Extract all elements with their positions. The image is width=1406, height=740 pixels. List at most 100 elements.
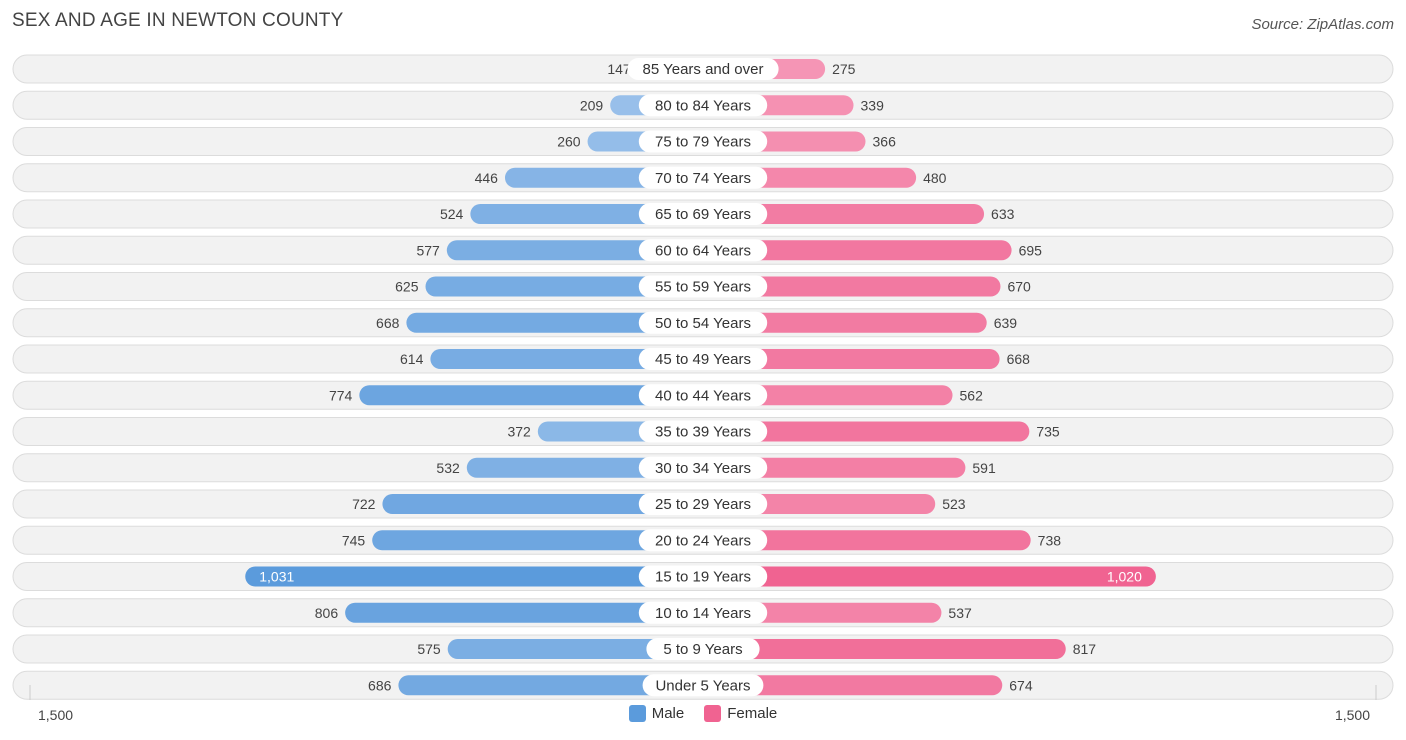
category-label: 70 to 74 Years: [655, 170, 751, 187]
male-value-label: 147: [607, 61, 631, 77]
male-bar: [345, 602, 703, 623]
male-value-label: 209: [580, 97, 604, 113]
female-bar: [703, 675, 1003, 696]
female-swatch: [704, 705, 722, 722]
category-pill: [638, 239, 768, 262]
male-bar: [406, 312, 703, 333]
female-value-label: 275: [832, 61, 856, 77]
male-bar: [447, 639, 703, 659]
female-value-label: 735: [1036, 424, 1060, 440]
male-value-label: 722: [352, 496, 376, 512]
chart-title: SEX AND AGE IN NEWTON COUNTY: [12, 10, 344, 31]
female-bar: [703, 530, 1031, 551]
category-pill: [638, 493, 768, 515]
legend-item-female[interactable]: Female: [704, 705, 777, 722]
category-label: 55 to 59 Years: [655, 279, 751, 296]
male-bar: [398, 675, 703, 696]
female-bar: [703, 349, 1000, 369]
male-value-label: 524: [440, 206, 464, 222]
male-bar: [245, 566, 703, 587]
axis-left-label: 1,500: [38, 707, 74, 723]
male-bar: [359, 385, 703, 406]
female-value-label: 817: [1073, 641, 1097, 657]
female-value-label: 366: [873, 134, 897, 150]
female-bar: [703, 639, 1066, 659]
female-bar: [703, 204, 985, 224]
female-value-label: 639: [994, 315, 1018, 331]
category-label: 85 Years and over: [643, 61, 764, 78]
male-value-label: 614: [400, 351, 424, 367]
male-value-label: 577: [416, 242, 440, 258]
axis-right-label: 1,500: [1334, 707, 1370, 723]
male-value-label: 745: [342, 532, 366, 548]
male-value-label: 1,031: [259, 569, 294, 585]
female-bar: [703, 457, 966, 478]
legend-item-male[interactable]: Male: [628, 705, 685, 722]
population-pyramid-chart: 147 275 85 Years and over 209 339 80 to 84 Ye…: [12, 54, 1394, 700]
female-value-label: 480: [923, 170, 947, 186]
category-label: 30 to 34 Years: [655, 460, 751, 477]
category-pill: [646, 638, 760, 660]
male-bar: [430, 349, 703, 369]
male-value-label: 446: [475, 170, 499, 186]
category-label: 65 to 69 Years: [655, 206, 751, 223]
category-pill: [638, 203, 768, 225]
category-label: 25 to 29 Years: [655, 496, 751, 513]
female-bar: [703, 566, 1156, 587]
category-label: 40 to 44 Years: [655, 387, 751, 404]
female-value-label: 537: [948, 605, 972, 621]
male-value-label: 575: [417, 641, 441, 657]
female-value-label: 562: [960, 387, 984, 403]
male-bar: [382, 494, 703, 514]
female-value-label: 674: [1009, 677, 1033, 693]
category-label: 20 to 24 Years: [655, 532, 751, 549]
category-pill: [638, 94, 768, 117]
female-value-label: 339: [861, 97, 885, 113]
category-pill: [638, 601, 768, 624]
male-bar: [446, 240, 703, 261]
category-pill: [638, 456, 768, 479]
category-pill: [638, 166, 768, 189]
source-note: Source: ZipAtlas.com: [1251, 16, 1394, 33]
category-label: 15 to 19 Years: [655, 569, 751, 586]
category-label: 10 to 14 Years: [655, 605, 751, 622]
category-pill: [638, 420, 768, 443]
female-value-label: 670: [1007, 279, 1031, 295]
male-bar: [425, 276, 703, 297]
category-pill: [638, 311, 768, 334]
category-label: 80 to 84 Years: [655, 97, 751, 114]
female-value-label: 523: [942, 496, 966, 512]
male-value-label: 686: [368, 677, 392, 693]
category-pill: [627, 58, 779, 80]
legend-male-label: Male: [651, 705, 685, 722]
category-pill: [638, 130, 768, 153]
female-value-label: 591: [972, 460, 996, 476]
category-label: 60 to 64 Years: [655, 242, 751, 259]
female-value-label: 695: [1019, 242, 1043, 258]
category-label: 75 to 79 Years: [655, 134, 751, 151]
male-swatch: [628, 705, 646, 722]
category-pill: [642, 674, 764, 697]
female-bar: [703, 312, 987, 333]
category-label: 50 to 54 Years: [655, 315, 751, 332]
legend: Male Female: [0, 705, 1406, 722]
female-value-label: 1,020: [1107, 569, 1142, 585]
female-value-label: 738: [1038, 532, 1062, 548]
male-value-label: 668: [376, 315, 400, 331]
male-value-label: 260: [557, 134, 581, 150]
category-label: 45 to 49 Years: [655, 351, 751, 368]
female-bar: [703, 421, 1030, 442]
category-pill: [638, 384, 768, 407]
category-label: Under 5 Years: [655, 677, 750, 694]
male-value-label: 774: [329, 387, 353, 403]
male-value-label: 806: [315, 605, 339, 621]
category-pill: [638, 275, 768, 298]
female-bar: [703, 240, 1012, 261]
male-bar: [372, 530, 703, 551]
female-value-label: 668: [1007, 351, 1031, 367]
male-value-label: 625: [395, 279, 419, 295]
category-pill: [638, 565, 768, 588]
category-pill: [638, 348, 768, 370]
female-value-label: 633: [991, 206, 1015, 222]
category-pill: [638, 529, 768, 552]
